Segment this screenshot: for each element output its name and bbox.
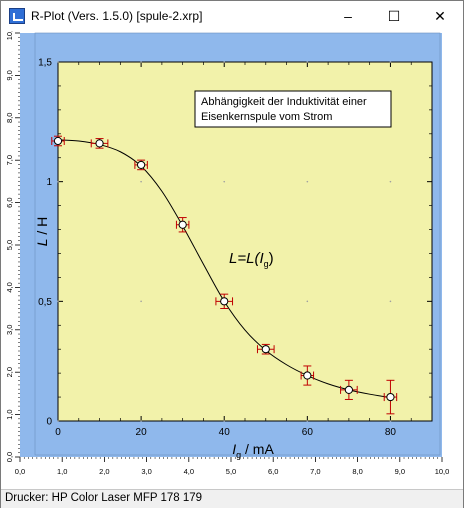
ruler-x-label: 8,0 [352,467,362,476]
ruler-x-label: 10,0 [435,467,450,476]
ruler-y-label: 8,0 [5,113,14,123]
grid-dot [306,61,309,63]
ruler-x-label: 5,0 [226,467,236,476]
title-bar[interactable]: R-Plot (Vers. 1.5.0) [spule-2.xrp] – ☐ ✕ [1,1,463,31]
ruler-x-label: 2,0 [99,467,109,476]
window-title: R-Plot (Vers. 1.5.0) [spule-2.xrp] [31,9,203,23]
y-tick-label: 0,5 [38,297,52,308]
data-point-group [340,379,358,400]
data-point [261,345,270,354]
grid-dot [389,61,392,63]
grid-dot [306,180,309,183]
data-point-group [383,379,398,415]
ruler-y-label: 6,0 [5,197,14,207]
maximize-icon: ☐ [387,7,401,24]
printer-status: Drucker: HP Color Laser MFP 178 179 [5,492,203,504]
grid-dot [140,180,142,183]
y-axis-label: L / H [34,217,50,247]
ruler-x-label: 4,0 [184,467,194,476]
ruler-x-label: 1,0 [57,467,67,476]
ruler-y-label: 7,0 [5,155,14,165]
status-bar: Drucker: HP Color Laser MFP 178 179 [1,489,463,508]
grid-dot [223,420,226,422]
ruler-y-label: 2,0 [5,367,14,377]
data-point-group [175,217,190,233]
x-tick-label: 20 [136,427,148,438]
annotation-box [194,90,392,128]
data-point [95,139,104,148]
data-point [220,297,229,306]
grid-dot [57,420,59,422]
data-point [386,392,395,402]
ruler-x-label: 7,0 [310,467,320,476]
app-icon [9,8,25,24]
grid-dot [389,420,392,422]
page-frame [34,32,441,456]
ruler-x-label: 0,0 [15,467,25,476]
ruler-y-label: 3,0 [5,325,14,335]
close-button[interactable]: ✕ [417,1,463,31]
data-point-group [300,365,315,386]
grid-dot [389,300,392,303]
ruler-y-label: 4,0 [5,282,14,292]
grid-dot [57,180,59,183]
x-tick-label: 0 [55,427,61,438]
y-tick-label: 0 [46,417,52,428]
ruler-y-label: 0,0 [5,452,14,462]
ruler-y-label: 5,0 [5,240,14,250]
data-point-group [256,343,275,355]
grid-dot [140,300,142,303]
minimize-button[interactable]: – [325,1,371,31]
grid-dot [389,180,392,183]
annotation-line: Eisenkernspule vom Strom [201,111,332,123]
data-point [137,160,146,170]
grid-dot [306,300,309,303]
close-icon: ✕ [434,7,446,24]
maximize-button[interactable]: ☐ [371,1,417,31]
annotation-line: Abhängigkeit der Induktivität einer [201,96,367,108]
minimize-icon: – [344,8,352,24]
ruler-x-label: 9,0 [395,467,405,476]
formula-label: L=L(Ig) [229,250,274,269]
data-point [344,385,353,394]
x-tick-label: 80 [385,427,397,438]
grid-dot [223,61,226,63]
grid-dot [223,180,226,183]
data-point [53,136,63,146]
ruler-x-label: 6,0 [268,467,278,476]
chart-canvas: 0,0 1,0 2,0 3,0 4,0 5,0 6,0 7,0 8,0 9,0 10,0 0,0 1,0… [5,26,450,476]
grid-dot [140,420,142,422]
grid-dot [57,300,59,303]
plot-area[interactable]: 0,0 1,0 2,0 3,0 4,0 5,0 6,0 7,0 8,0 9,0 10,0 0,0 1,0… [1,26,463,489]
data-point [303,371,312,380]
x-tick-label: 40 [219,427,231,438]
grid-dot [57,61,59,63]
data-point-group [134,159,148,171]
x-axis-label: Ig / mA [232,441,274,460]
data-point-group [215,293,234,310]
data-point-group [90,138,109,149]
data-point-group [51,135,65,147]
data-point [178,220,187,229]
ruler-x-label: 3,0 [141,467,151,476]
ruler-y-label: 10,0 [5,31,14,40]
grid-dot [306,420,309,422]
x-tick-label: 60 [302,427,314,438]
ruler-y-label: 9,0 [5,70,14,80]
grid-dot [140,61,142,63]
y-tick-label: 1 [46,177,52,188]
ruler-y-label: 1,0 [5,409,14,419]
y-tick-label: 1,5 [38,58,52,69]
